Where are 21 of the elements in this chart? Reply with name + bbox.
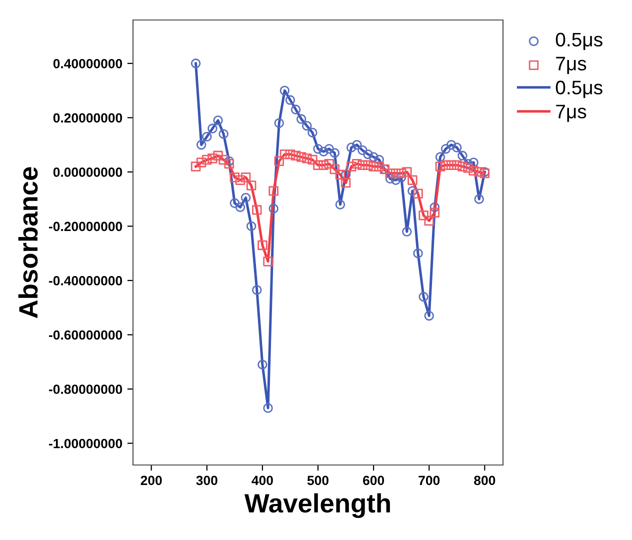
- x-axis-title: Wavelength: [244, 493, 390, 518]
- y-tick-label: -0.60000000: [49, 330, 122, 340]
- x-tick-label: 600: [363, 476, 384, 486]
- legend-label: 0.5μs: [556, 80, 602, 98]
- y-tick-label: 0.00000000: [53, 168, 122, 177]
- y-tick-label: 0.20000000: [53, 113, 122, 123]
- x-tick-label: 400: [252, 476, 273, 486]
- x-tick-label: 700: [418, 476, 440, 486]
- y-tick-label: -0.40000000: [49, 276, 122, 286]
- legend-label: 7μs: [556, 56, 586, 74]
- y-axis-title: Absorbance: [18, 167, 38, 318]
- legend-label: 0.5μs: [556, 32, 602, 50]
- x-tick-label: 800: [474, 476, 496, 486]
- x-tick-label: 300: [196, 476, 218, 486]
- y-tick-label: -1.00000000: [49, 438, 122, 448]
- x-tick-label: 200: [140, 476, 162, 486]
- y-tick-label: 0.40000000: [53, 58, 122, 68]
- legend-label: 7μs: [556, 104, 586, 122]
- y-tick-label: -0.20000000: [49, 222, 122, 232]
- x-tick-label: 500: [307, 476, 328, 486]
- y-tick-label: -0.80000000: [49, 384, 122, 394]
